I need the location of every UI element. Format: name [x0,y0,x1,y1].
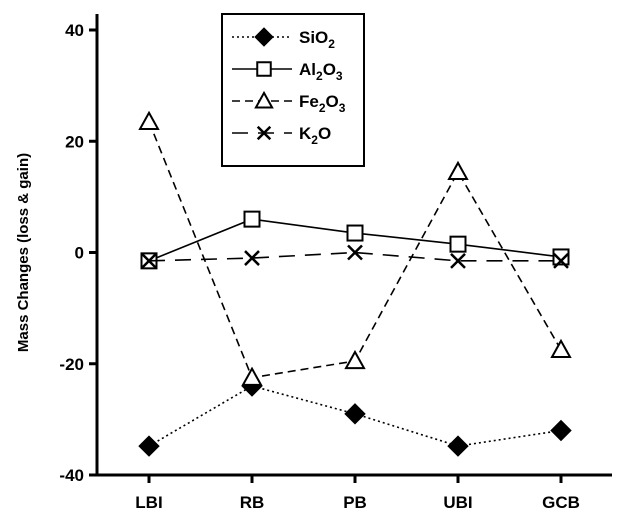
legend: SiO2 Al2O3 Fe2O3 K2O [221,13,365,167]
series-k2o [141,244,569,269]
data-point-sio2 [138,435,160,457]
data-point-k2o [141,252,157,269]
x-tick-label: GCB [542,493,580,512]
series-line-k2o [148,251,561,262]
data-point-al2o3 [243,210,261,228]
y-tick-label: 20 [65,132,84,151]
y-tick-label: 0 [75,244,84,263]
data-point-al2o3 [346,224,364,242]
data-point-k2o [244,250,260,266]
data-point-sio2 [344,403,366,425]
legend-label-fe2o3: Fe2O3 [299,92,346,115]
y-tick-label: 40 [65,21,84,40]
x-tick-label: LBI [135,493,162,512]
data-point-k2o [553,252,569,269]
data-point-fe2o3 [138,110,160,130]
data-point-fe2o3 [550,338,572,359]
x-tick-label: RB [240,493,265,512]
data-point-fe2o3 [447,160,469,181]
x-tick-label: PB [343,493,367,512]
data-point-sio2 [550,419,572,442]
y-tick-label: -40 [59,466,84,485]
y-tick-label: -20 [59,355,84,374]
x-tick-label: UBI [443,493,472,512]
legend-label-sio2: SiO2 [299,28,335,51]
legend-marker-fe2o3 [254,90,274,109]
data-point-fe2o3 [241,366,263,386]
legend-label-k2o: K2O [299,124,331,147]
legend-label-al2o3: Al2O3 [299,60,343,83]
series-sio2 [138,375,572,457]
series-layer [138,110,572,457]
legend-marker-k2o [256,125,272,141]
data-point-sio2 [447,435,469,457]
data-point-k2o [347,244,363,261]
legend-marker-sio2 [254,27,274,47]
legend-marker-al2o3 [256,61,272,77]
data-point-k2o [450,252,466,269]
data-point-fe2o3 [344,349,366,370]
data-point-al2o3 [449,235,467,253]
series-fe2o3 [138,110,572,386]
axes: -40 -20 0 20 40 LBI RB PB UBI GCB Mass Changes (lo… [15,14,612,512]
data-point-al2o3 [552,248,570,266]
legend-box [221,13,365,167]
y-axis-label: Mass Changes (loss & gain) [15,153,32,352]
